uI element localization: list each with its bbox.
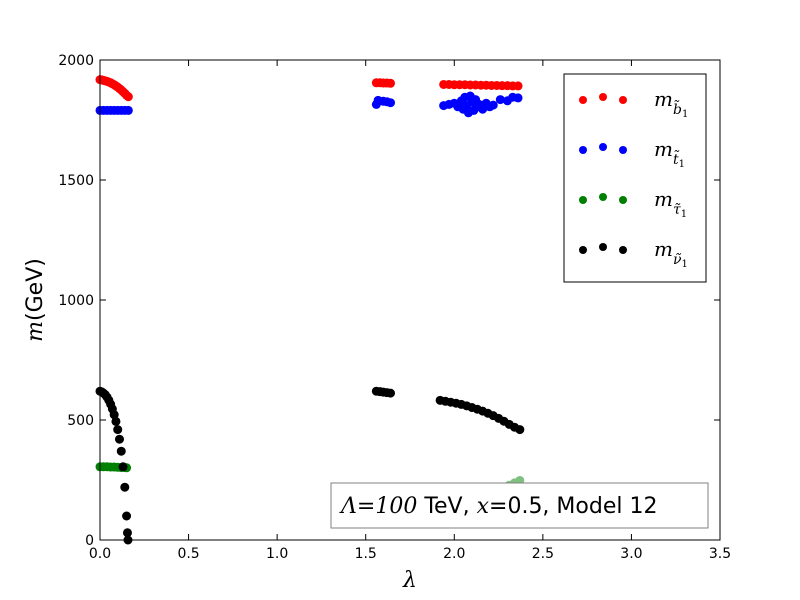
x-tick-label: 1.0 [266,546,288,562]
y-axis-symbol: m [23,321,48,342]
legend-marker [599,143,607,151]
x-tick-label: 3.0 [620,546,642,562]
legend-entry-m_t1: mt̃1 [579,137,685,170]
data-point [120,482,130,492]
data-point [488,100,498,110]
y-tick-label: 1000 [58,293,94,309]
legend-marker [619,96,627,104]
legend: mb̃1 mt̃1 mτ̃1 mν̃1 [563,73,707,283]
annotation-text: Λ=100 TeV, x=0.5, Model 12 [339,494,657,519]
data-point [116,446,126,456]
ticks-layer: 0.0 0.5 1.0 1.5 2.0 2.5 3.0 3.5 0 500 1000 1500 2000 [58,53,731,562]
x-tick-label: 0.0 [89,546,111,562]
x-tick-label: 1.5 [355,546,377,562]
legend-label: mτ̃1 [654,187,687,220]
data-point [495,95,505,105]
legend-entry-m_nu1: mν̃1 [579,237,688,270]
data-point [513,81,523,91]
legend-entry-m_tau1: mτ̃1 [579,187,687,220]
legend-label: mb̃1 [654,87,688,120]
y-tick-label: 2000 [58,53,94,69]
y-tick-label: 1500 [58,173,94,189]
data-point [386,98,396,108]
legend-label: mν̃1 [654,237,688,270]
data-point [515,425,525,435]
legend-box [563,73,707,283]
legend-marker [579,146,587,154]
annotation: Λ=100 TeV, x=0.5, Model 12 [330,482,709,529]
legend-marker [619,246,627,254]
legend-label: mt̃1 [654,137,685,170]
x-tick-label: 2.5 [532,546,554,562]
series-m_t1 [95,91,523,118]
data-point [123,92,133,102]
y-tick-label: 500 [67,413,94,429]
legend-marker [599,243,607,251]
y-axis-unit: (GeV) [23,258,48,321]
legend-marker [619,146,627,154]
data-point [386,388,396,398]
data-point [122,528,132,538]
data-point [122,511,132,521]
data-point [118,462,128,472]
x-tick-label: 3.5 [709,546,731,562]
data-point [111,416,121,426]
x-axis-label: λ [402,568,417,593]
legend-entry-m_b1: mb̃1 [579,87,688,120]
legend-marker [599,193,607,201]
y-axis-label: m(GeV) [23,258,48,342]
data-point [113,425,123,435]
y-tick-label: 0 [85,533,94,549]
x-tick-label: 0.5 [177,546,199,562]
legend-marker [579,246,587,254]
data-point [114,434,124,444]
data-point [123,105,133,115]
annotation-box [330,482,709,529]
legend-marker [599,93,607,101]
legend-marker [579,196,587,204]
legend-marker [619,196,627,204]
data-point [386,78,396,88]
legend-marker [579,96,587,104]
data-point [513,93,523,103]
x-tick-label: 2.0 [443,546,465,562]
